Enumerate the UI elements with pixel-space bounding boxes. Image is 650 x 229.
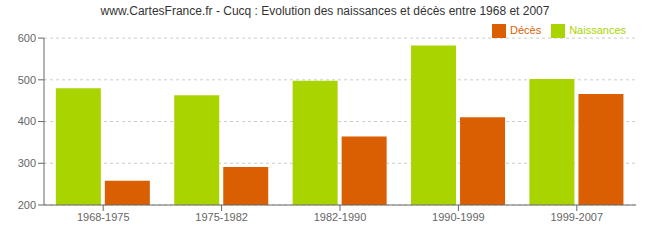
html-text:Naissances: Naissances	[569, 24, 626, 36]
svg-text:1999-2007: 1999-2007	[550, 211, 603, 223]
svg-text:400: 400	[18, 115, 36, 127]
svg-text:200: 200	[18, 199, 36, 211]
svg-text:1968-1975: 1968-1975	[77, 211, 130, 223]
svg-text:1975-1982: 1975-1982	[195, 211, 248, 223]
svg-text:1990-1999: 1990-1999	[432, 211, 485, 223]
html-text:www.CartesFrance.fr - Cucq : E: www.CartesFrance.fr - Cucq : Evolution d…	[100, 4, 550, 18]
svg-text:300: 300	[18, 157, 36, 169]
svg-text:1982-1990: 1982-1990	[314, 211, 367, 223]
svg-text:600: 600	[18, 32, 36, 44]
svg-text:500: 500	[18, 74, 36, 86]
html-text:Décès: Décès	[510, 24, 542, 36]
